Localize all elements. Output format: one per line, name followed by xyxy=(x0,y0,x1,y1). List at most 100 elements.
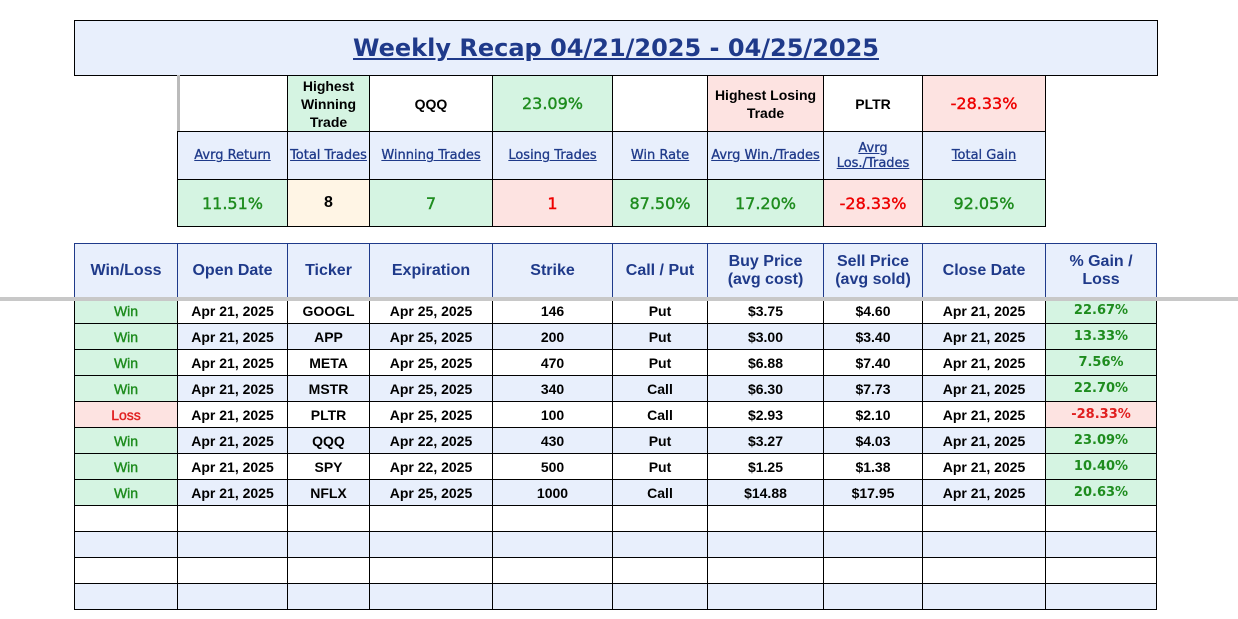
frozen-row-divider[interactable] xyxy=(0,297,1238,301)
empty-cell xyxy=(922,531,1046,558)
buy-price-cell: $3.27 xyxy=(707,427,824,454)
call-put-cell: Put xyxy=(612,427,708,454)
empty-cell xyxy=(1045,583,1157,610)
win-rate-label[interactable]: Win Rate xyxy=(612,131,708,180)
table-row xyxy=(74,583,1157,610)
buy-price-cell: $14.88 xyxy=(707,479,824,506)
empty-cell xyxy=(369,505,493,532)
avrg-los-trades-label[interactable]: Avrg Los./Trades xyxy=(823,131,923,180)
empty-cell xyxy=(922,505,1046,532)
empty-cell xyxy=(707,531,824,558)
empty-cell xyxy=(369,583,493,610)
empty-cell xyxy=(74,531,178,558)
open-date-cell: Apr 21, 2025 xyxy=(177,453,288,480)
empty-cell xyxy=(612,505,708,532)
win-loss-cell: Win xyxy=(74,323,178,350)
buy-price-cell: $1.25 xyxy=(707,453,824,480)
buy-price-cell: $2.93 xyxy=(707,401,824,428)
highest-losing-value: -28.33% xyxy=(922,75,1046,132)
highest-winning-value: 23.09% xyxy=(492,75,613,132)
table-row: Win Apr 21, 2025 META Apr 25, 2025 470 Put $6.… xyxy=(74,349,1157,376)
avrg-win-trades-value: 17.20% xyxy=(707,179,824,227)
strike-cell: 200 xyxy=(492,323,613,350)
empty-cell xyxy=(369,557,493,584)
gain-loss-cell: 22.70% xyxy=(1045,375,1157,402)
avrg-win-trades-label[interactable]: Avrg Win./Trades xyxy=(707,131,824,180)
empty-cell xyxy=(612,557,708,584)
expiration-cell: Apr 25, 2025 xyxy=(369,401,493,428)
empty-cell xyxy=(823,505,923,532)
column-header: Expiration xyxy=(369,243,493,298)
highest-losing-label: Highest Losing Trade xyxy=(707,75,824,132)
win-loss-cell: Loss xyxy=(74,401,178,428)
empty-cell xyxy=(287,583,370,610)
win-loss-cell: Win xyxy=(74,375,178,402)
win-rate-value: 87.50% xyxy=(612,179,708,227)
strike-cell: 430 xyxy=(492,427,613,454)
table-row: Win Apr 21, 2025 GOOGL Apr 25, 2025 146 Put $3… xyxy=(74,297,1157,324)
empty-cell xyxy=(612,531,708,558)
ticker-cell: QQQ xyxy=(287,427,370,454)
table-row: Win Apr 21, 2025 APP Apr 25, 2025 200 Put $3.0… xyxy=(74,323,1157,350)
avrg-return-label[interactable]: Avrg Return xyxy=(177,131,288,180)
sell-price-cell: $17.95 xyxy=(823,479,923,506)
report-title-banner: Weekly Recap 04/21/2025 - 04/25/2025 xyxy=(74,20,1158,76)
empty-cell xyxy=(492,531,613,558)
losing-trades-label[interactable]: Losing Trades xyxy=(492,131,613,180)
empty-cell xyxy=(1045,505,1157,532)
win-loss-cell: Win xyxy=(74,479,178,506)
buy-price-cell: $3.00 xyxy=(707,323,824,350)
win-loss-cell: Win xyxy=(74,297,178,324)
empty-cell xyxy=(823,583,923,610)
call-put-cell: Put xyxy=(612,349,708,376)
open-date-cell: Apr 21, 2025 xyxy=(177,375,288,402)
empty-cell xyxy=(492,583,613,610)
empty-cell xyxy=(922,557,1046,584)
gain-loss-cell: 20.63% xyxy=(1045,479,1157,506)
empty-cell xyxy=(287,531,370,558)
avrg-los-trades-value: -28.33% xyxy=(823,179,923,227)
column-header: Open Date xyxy=(177,243,288,298)
column-header: Close Date xyxy=(922,243,1046,298)
empty-cell xyxy=(177,557,288,584)
winning-trades-value: 7 xyxy=(369,179,493,227)
strike-cell: 146 xyxy=(492,297,613,324)
win-loss-cell: Win xyxy=(74,427,178,454)
total-trades-value: 8 xyxy=(287,179,370,227)
summary-blank-cell xyxy=(177,75,288,132)
call-put-cell: Call xyxy=(612,401,708,428)
sell-price-cell: $4.60 xyxy=(823,297,923,324)
close-date-cell: Apr 21, 2025 xyxy=(922,297,1046,324)
empty-cell xyxy=(177,505,288,532)
winning-trades-label[interactable]: Winning Trades xyxy=(369,131,493,180)
close-date-cell: Apr 21, 2025 xyxy=(922,401,1046,428)
total-gain-label[interactable]: Total Gain xyxy=(922,131,1046,180)
empty-cell xyxy=(177,531,288,558)
open-date-cell: Apr 21, 2025 xyxy=(177,401,288,428)
open-date-cell: Apr 21, 2025 xyxy=(177,323,288,350)
call-put-cell: Call xyxy=(612,375,708,402)
ticker-cell: META xyxy=(287,349,370,376)
losing-trades-value: 1 xyxy=(492,179,613,227)
ticker-cell: MSTR xyxy=(287,375,370,402)
total-trades-label[interactable]: Total Trades xyxy=(287,131,370,180)
call-put-cell: Put xyxy=(612,323,708,350)
ticker-cell: NFLX xyxy=(287,479,370,506)
expiration-cell: Apr 25, 2025 xyxy=(369,479,493,506)
open-date-cell: Apr 21, 2025 xyxy=(177,479,288,506)
column-header: Call / Put xyxy=(612,243,708,298)
sell-price-cell: $4.03 xyxy=(823,427,923,454)
column-header: Ticker xyxy=(287,243,370,298)
highest-losing-ticker: PLTR xyxy=(823,75,923,132)
call-put-cell: Call xyxy=(612,479,708,506)
trades-table: Win/Loss Open Date Ticker Expiration Strike C… xyxy=(74,243,1157,610)
strike-cell: 340 xyxy=(492,375,613,402)
close-date-cell: Apr 21, 2025 xyxy=(922,323,1046,350)
expiration-cell: Apr 25, 2025 xyxy=(369,297,493,324)
empty-cell xyxy=(74,557,178,584)
buy-price-cell: $3.75 xyxy=(707,297,824,324)
call-put-cell: Put xyxy=(612,453,708,480)
avrg-return-value: 11.51% xyxy=(177,179,288,227)
ticker-cell: GOOGL xyxy=(287,297,370,324)
column-header: % Gain / Loss xyxy=(1045,243,1157,298)
